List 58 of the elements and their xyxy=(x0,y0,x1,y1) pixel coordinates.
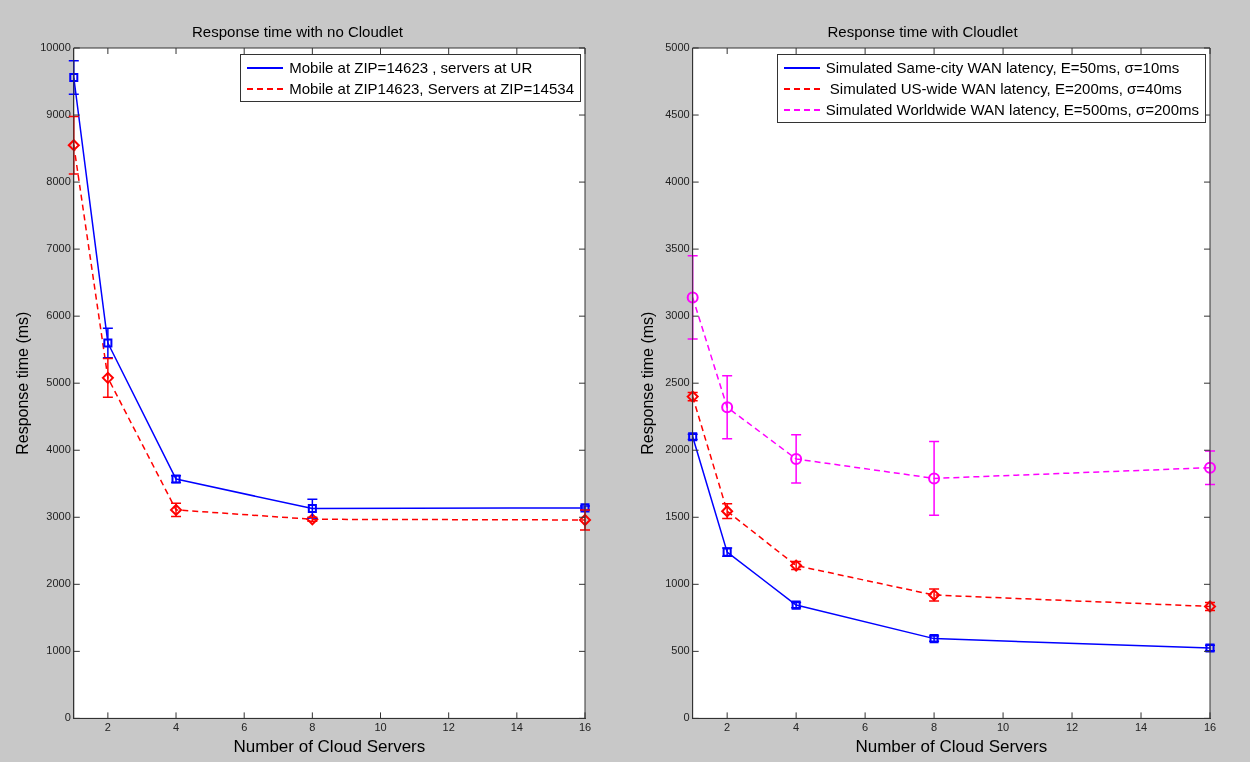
legend-label: Mobile at ZIP=14623 , servers at UR xyxy=(289,59,533,76)
y-tick-label: 3000 xyxy=(46,510,71,523)
y-axis-title: Response time (ms) xyxy=(639,311,657,455)
x-tick-label: 10 xyxy=(996,721,1010,734)
x-tick-label: 6 xyxy=(241,721,248,734)
x-tick-label: 8 xyxy=(931,721,938,734)
x-axis-title: Number of Cloud Servers xyxy=(855,737,1048,757)
x-tick-label: 2 xyxy=(724,721,731,734)
x-tick-label: 16 xyxy=(1203,721,1217,734)
x-tick-label: 14 xyxy=(1134,721,1148,734)
y-tick-label: 4500 xyxy=(665,108,690,121)
y-tick-label: 2500 xyxy=(665,376,690,389)
legend-label: Simulated Same-city WAN latency, E=50ms, σ=10ms xyxy=(825,59,1180,76)
x-tick-label: 12 xyxy=(442,721,455,734)
y-tick-label: 2000 xyxy=(665,443,690,456)
y-tick-label: 6000 xyxy=(46,309,71,322)
x-tick-label: 6 xyxy=(862,721,869,734)
x-tick-label: 14 xyxy=(510,721,523,734)
x-tick-label: 12 xyxy=(1065,721,1079,734)
y-tick-label: 1000 xyxy=(665,577,690,590)
y-tick-label: 5000 xyxy=(665,41,690,54)
point xyxy=(721,401,734,414)
y-tick-label: 8000 xyxy=(46,175,71,188)
y-tick-label: 4000 xyxy=(665,175,690,188)
x-tick-label: 4 xyxy=(172,721,180,734)
y-tick-label: 1500 xyxy=(665,510,690,523)
y-axis-title: Response time (ms) xyxy=(14,311,32,455)
chart-title: Response time with Cloudlet xyxy=(827,23,1019,41)
point xyxy=(101,371,114,384)
y-tick-label: 10000 xyxy=(40,41,71,54)
legend-label: Simulated US-wide WAN latency, E=200ms, σ=40ms xyxy=(828,80,1182,97)
x-axis-title: Number of Cloud Servers xyxy=(233,737,426,757)
point xyxy=(928,472,941,485)
point xyxy=(103,338,113,348)
y-tick-label: 9000 xyxy=(46,108,71,121)
legend-label: Simulated Worldwide WAN latency, E=500ms, σ=200ms xyxy=(825,101,1199,118)
y-tick-label: 0 xyxy=(683,711,690,724)
x-tick-label: 2 xyxy=(104,721,111,734)
legend-label: Mobile at ZIP14623, Servers at ZIP=14534 xyxy=(289,80,574,97)
y-tick-label: 500 xyxy=(671,644,690,657)
x-tick-label: 8 xyxy=(309,721,316,734)
x-tick-label: 10 xyxy=(374,721,387,734)
x-tick-label: 4 xyxy=(793,721,800,734)
point xyxy=(790,452,803,465)
point xyxy=(579,513,591,526)
point xyxy=(686,291,699,304)
y-tick-label: 5000 xyxy=(46,376,71,389)
x-tick-label: 16 xyxy=(578,721,592,734)
y-tick-label: 1000 xyxy=(46,644,71,657)
chart-title: Response time with no Cloudlet xyxy=(192,23,404,41)
y-tick-label: 2000 xyxy=(46,577,71,590)
y-tick-label: 7000 xyxy=(46,242,71,255)
point xyxy=(307,504,317,514)
point xyxy=(1204,461,1216,474)
y-tick-label: 4000 xyxy=(46,443,71,456)
y-tick-label: 0 xyxy=(64,711,71,724)
y-tick-label: 3000 xyxy=(665,309,690,322)
y-tick-label: 3500 xyxy=(665,242,690,255)
